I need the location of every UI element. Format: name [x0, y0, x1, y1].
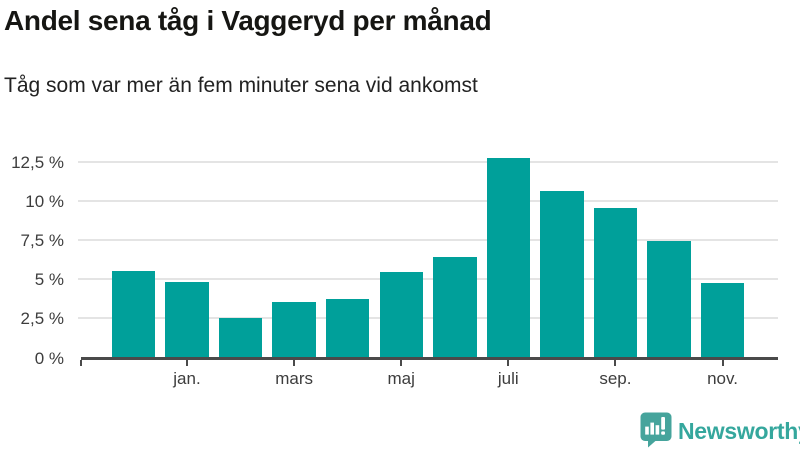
chart-subtitle: Tåg som var mer än fem minuter sena vid … [4, 74, 478, 97]
bar-dec. [111, 271, 156, 357]
gridline [78, 239, 778, 242]
bar-apr. [325, 299, 370, 357]
x-axis-tick-label: mars [275, 369, 313, 388]
x-axis-tick [293, 360, 296, 366]
bar-nov. [700, 283, 745, 357]
newsworthy-brand: Newsworthy [640, 412, 800, 448]
chart-title: Andel sena tåg i Vaggeryd per månad [4, 5, 492, 36]
x-axis-tick-label: sep. [599, 369, 632, 388]
bar-aug. [540, 191, 584, 357]
x-axis-line [81, 357, 778, 360]
x-axis-tick-label: maj [387, 369, 415, 388]
x-axis-tick-label: jan. [173, 369, 201, 388]
bar-okt. [647, 241, 691, 357]
gridline [78, 160, 778, 163]
gridline [78, 317, 778, 320]
x-axis-tick-label: nov. [707, 369, 738, 388]
gridline [78, 200, 778, 202]
bar-jun. [433, 257, 477, 357]
x-axis-tick [721, 360, 724, 366]
x-axis-tick [507, 360, 510, 366]
newsworthy-brand-label: Newsworthy [678, 418, 800, 444]
y-axis-tick-label: 7,5 % [20, 231, 64, 251]
y-axis-tick-label: 12,5 % [11, 152, 64, 172]
x-axis-tick-label: juli [497, 369, 519, 388]
bar-feb. [218, 318, 263, 357]
y-axis-tick-label: 10 % [25, 192, 64, 211]
x-axis-origin-tick [80, 360, 82, 366]
x-axis-tick [400, 360, 403, 366]
y-axis-tick-label: 5 % [34, 270, 64, 290]
y-axis-tick-label: 2,5 % [20, 309, 64, 329]
gridline [78, 278, 778, 281]
x-axis-tick [614, 360, 617, 366]
bar-maj [379, 272, 423, 357]
bar-jan. [165, 282, 209, 357]
bar-mars [272, 302, 316, 357]
bar-sep. [593, 208, 638, 357]
bar-juli [486, 158, 531, 357]
y-axis-tick-label: 0 % [34, 348, 64, 368]
x-axis-tick [186, 360, 188, 366]
newsworthy-logo-icon [640, 412, 672, 448]
